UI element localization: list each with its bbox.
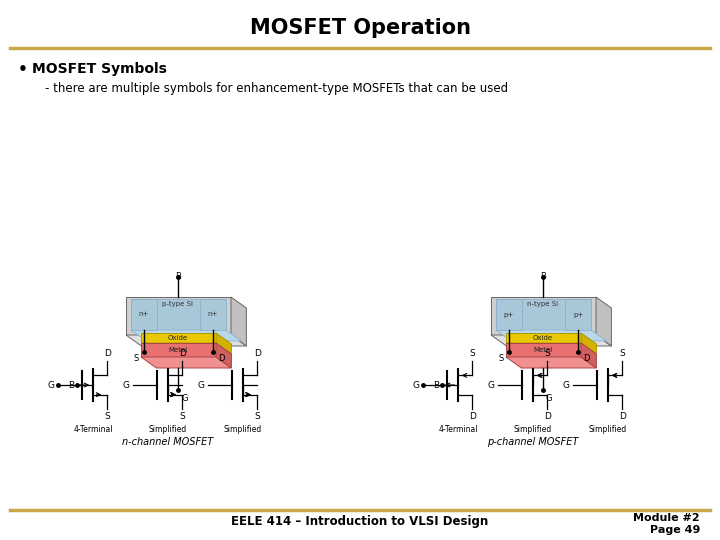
Text: Metal: Metal xyxy=(168,347,188,353)
Polygon shape xyxy=(581,333,596,354)
Bar xyxy=(200,299,226,330)
Text: D: D xyxy=(179,349,186,358)
Text: Oxide: Oxide xyxy=(533,335,553,341)
Text: D: D xyxy=(254,349,261,358)
Text: p-type Si: p-type Si xyxy=(163,301,194,307)
Text: p+: p+ xyxy=(504,312,514,318)
Text: D: D xyxy=(469,412,476,421)
Polygon shape xyxy=(596,297,611,346)
Polygon shape xyxy=(131,330,241,341)
Text: Simplified: Simplified xyxy=(224,425,262,434)
Text: •: • xyxy=(18,62,28,77)
Text: MOSFET Operation: MOSFET Operation xyxy=(250,18,470,38)
Text: B: B xyxy=(175,272,181,281)
Bar xyxy=(496,299,522,330)
Text: G: G xyxy=(546,394,552,403)
Text: 4-Terminal: 4-Terminal xyxy=(73,425,113,434)
Polygon shape xyxy=(216,333,231,354)
Bar xyxy=(141,333,216,343)
Text: D: D xyxy=(619,412,626,421)
Text: n-channel MOSFET: n-channel MOSFET xyxy=(122,437,214,447)
Text: D: D xyxy=(104,349,111,358)
Text: n+: n+ xyxy=(208,312,218,318)
Polygon shape xyxy=(506,357,596,368)
Text: S: S xyxy=(619,349,625,358)
Polygon shape xyxy=(506,343,596,354)
Text: G: G xyxy=(563,381,570,389)
Text: - there are multiple symbols for enhancement-type MOSFETs that can be used: - there are multiple symbols for enhance… xyxy=(45,82,508,95)
Text: S: S xyxy=(255,412,260,421)
Text: p+: p+ xyxy=(573,312,583,318)
Text: D: D xyxy=(218,354,225,363)
Text: MOSFET Symbols: MOSFET Symbols xyxy=(32,62,167,76)
Polygon shape xyxy=(216,343,231,368)
Polygon shape xyxy=(491,335,611,346)
Text: B: B xyxy=(68,381,74,389)
Text: EELE 414 – Introduction to VLSI Design: EELE 414 – Introduction to VLSI Design xyxy=(231,516,489,529)
Text: 4-Terminal: 4-Terminal xyxy=(438,425,478,434)
Polygon shape xyxy=(231,297,246,346)
Polygon shape xyxy=(126,335,246,346)
Text: Page 49: Page 49 xyxy=(649,525,700,535)
Text: Module #2: Module #2 xyxy=(634,513,700,523)
Text: S: S xyxy=(469,349,475,358)
Polygon shape xyxy=(141,357,231,368)
Text: G: G xyxy=(48,381,55,389)
Bar xyxy=(141,343,216,357)
Polygon shape xyxy=(581,343,596,368)
Text: S: S xyxy=(544,349,550,358)
Text: n+: n+ xyxy=(139,312,149,318)
Text: Simplified: Simplified xyxy=(149,425,187,434)
Text: S: S xyxy=(134,354,139,363)
Text: G: G xyxy=(198,381,204,389)
Bar xyxy=(506,343,581,357)
Text: S: S xyxy=(499,354,504,363)
Text: G: G xyxy=(413,381,420,389)
Polygon shape xyxy=(141,343,231,354)
Bar xyxy=(126,297,231,335)
Text: D: D xyxy=(544,412,551,421)
Text: G: G xyxy=(488,381,495,389)
Text: G: G xyxy=(123,381,130,389)
Bar xyxy=(491,297,596,335)
Polygon shape xyxy=(496,330,606,341)
Text: S: S xyxy=(104,412,110,421)
Text: Simplified: Simplified xyxy=(514,425,552,434)
Text: n-type Si: n-type Si xyxy=(528,301,559,307)
Text: Simplified: Simplified xyxy=(589,425,627,434)
Text: Oxide: Oxide xyxy=(168,335,188,341)
Bar xyxy=(131,299,226,330)
Text: p-channel MOSFET: p-channel MOSFET xyxy=(487,437,579,447)
Text: D: D xyxy=(583,354,590,363)
Text: B: B xyxy=(540,272,546,281)
Text: S: S xyxy=(179,412,185,421)
Bar xyxy=(131,299,157,330)
Bar xyxy=(506,333,581,343)
Text: B: B xyxy=(433,381,439,389)
Bar xyxy=(496,299,591,330)
Bar xyxy=(565,299,591,330)
Text: G: G xyxy=(181,394,187,403)
Text: Metal: Metal xyxy=(534,347,553,353)
